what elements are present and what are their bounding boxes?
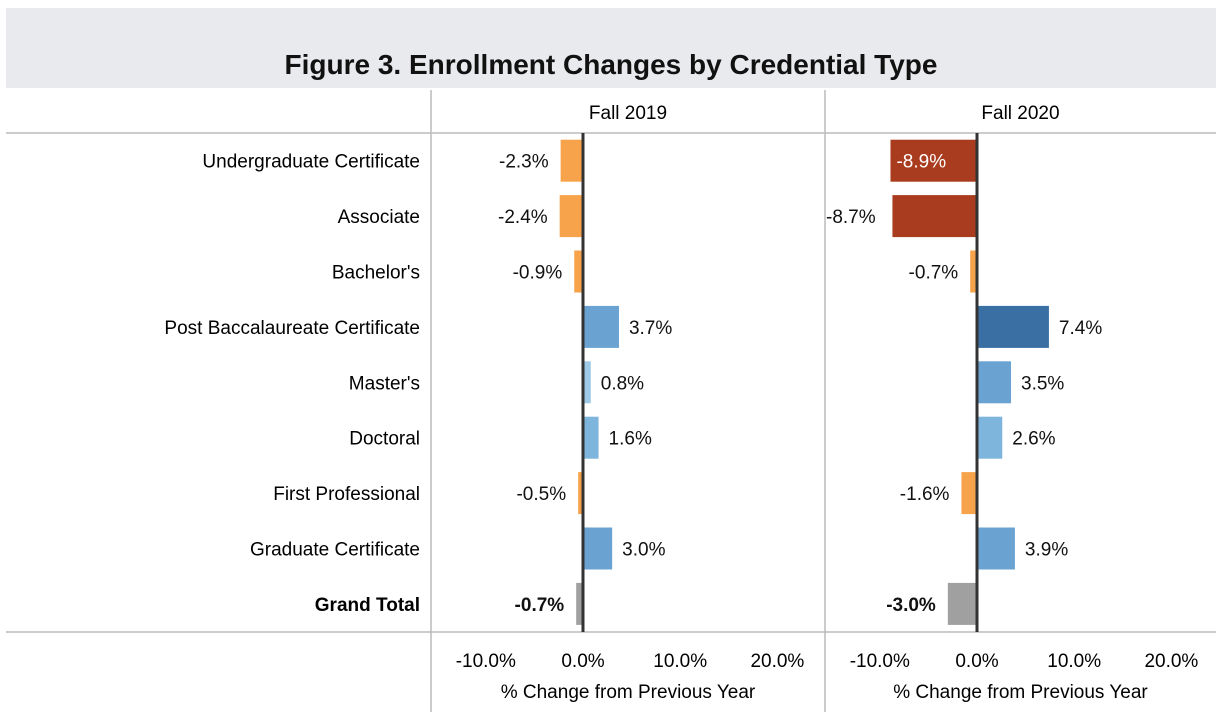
category-label: Grand Total [315,595,420,616]
bar [947,582,977,625]
value-label: 3.5% [1021,373,1064,394]
value-label: -0.7% [909,263,959,284]
x-axis-title: % Change from Previous Year [893,682,1148,703]
category-label: Master's [349,373,420,394]
chart-title: Figure 3. Enrollment Changes by Credenti… [284,49,938,80]
category-label: Undergraduate Certificate [202,152,420,173]
value-label: 3.7% [629,318,672,339]
bar [977,527,1015,570]
value-label: -1.6% [900,484,950,505]
category-label: Doctoral [349,429,420,450]
bar [576,582,583,625]
x-tick-label: -10.0% [850,651,910,672]
value-label: 1.6% [609,429,652,450]
value-label: -8.9% [896,152,946,173]
value-label: -3.0% [886,595,936,616]
category-label: Associate [338,207,420,228]
bar [977,361,1012,404]
bar [559,195,583,238]
bar [578,472,583,515]
x-tick-label: 20.0% [750,651,804,672]
bar [560,139,583,182]
x-tick-label: 0.0% [955,651,998,672]
bar [892,195,977,238]
value-label: -2.4% [498,207,548,228]
bar [583,361,591,404]
bar [583,416,599,459]
x-tick-label: 0.0% [561,651,604,672]
value-label: 3.9% [1025,540,1068,561]
bar [583,527,613,570]
bar [970,250,977,293]
bar [977,305,1049,348]
panel-label: Fall 2019 [589,103,667,124]
bar [583,305,619,348]
value-label: 7.4% [1059,318,1102,339]
value-label: 3.0% [622,540,665,561]
category-label: Post Baccalaureate Certificate [164,318,420,339]
panel-label: Fall 2020 [981,103,1059,124]
category-label: Bachelor's [332,263,420,284]
x-tick-label: 10.0% [1047,651,1101,672]
category-label: First Professional [273,484,420,505]
value-label: 0.8% [601,373,644,394]
bar [574,250,583,293]
title-band [6,8,1216,88]
category-label: Graduate Certificate [250,540,420,561]
bar [961,472,977,515]
value-label: -0.7% [515,595,565,616]
value-label: -2.3% [499,152,549,173]
bar [977,416,1003,459]
bar [890,139,977,182]
value-label: -0.9% [513,263,563,284]
x-axis-title: % Change from Previous Year [501,682,756,703]
x-tick-label: 10.0% [653,651,707,672]
value-label: 2.6% [1012,429,1055,450]
value-label: -8.7% [826,207,876,228]
x-tick-label: 20.0% [1144,651,1198,672]
value-label: -0.5% [516,484,566,505]
x-tick-label: -10.0% [456,651,516,672]
